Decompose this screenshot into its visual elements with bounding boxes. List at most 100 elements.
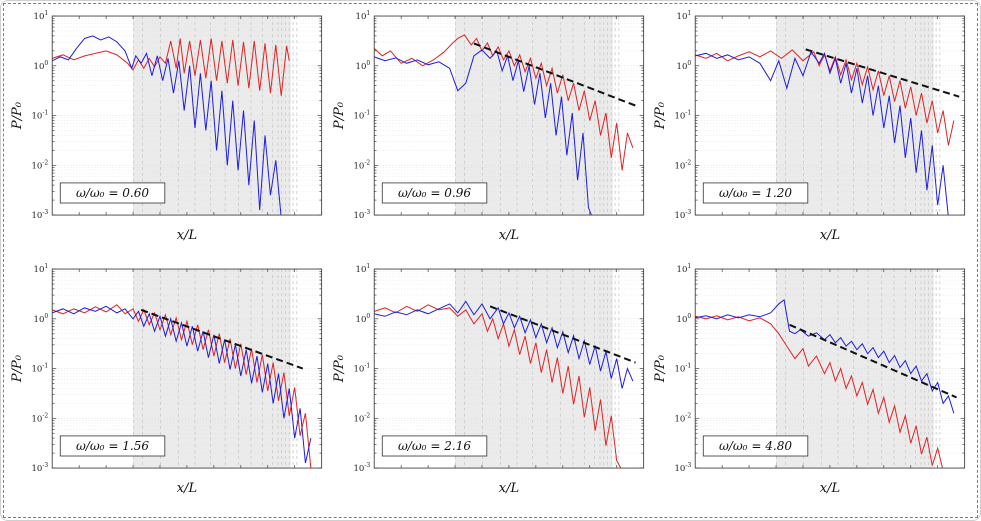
svg-text:101: 101: [355, 10, 370, 22]
blue-curve: [695, 50, 950, 216]
omega-label-box: ω/ω₀ = 0.60: [59, 182, 166, 204]
subplot-2: 101 100 10-1 10-2 10-3 x/L P/P₀ ω/ω₀ = 0.96: [332, 10, 644, 243]
svg-text:10-2: 10-2: [675, 413, 692, 425]
axis-ticks: [373, 15, 644, 216]
omega-label-box: ω/ω₀ = 1.56: [59, 435, 166, 457]
svg-text:100: 100: [34, 60, 49, 72]
y-axis-label: P/P₀: [653, 101, 668, 130]
svg-text:10-1: 10-1: [353, 363, 370, 375]
trend-dashed-line: [473, 42, 636, 107]
x-axis-label: x/L: [820, 482, 840, 497]
svg-text:10-3: 10-3: [31, 209, 48, 221]
red-curve: [52, 304, 312, 469]
subplot-cell-3: 101 100 10-1 10-2 10-3 x/L P/P₀ ω/ω₀ = 1.20: [651, 8, 973, 261]
svg-text:10-1: 10-1: [675, 363, 692, 375]
blue-curve: [695, 299, 955, 414]
blue-curve: [373, 300, 633, 389]
red-curve: [695, 315, 944, 469]
subplot-cell-4: 101 100 10-1 10-2 10-3 x/L P/P₀ ω/ω₀ = 1.56: [8, 261, 330, 514]
trend-dashed-line: [489, 305, 636, 364]
svg-text:100: 100: [34, 313, 49, 325]
svg-text:10-1: 10-1: [31, 110, 48, 122]
y-tick-labels: 101 100 10-1 10-2 10-3: [353, 263, 370, 474]
y-axis-label: P/P₀: [10, 355, 25, 384]
svg-text:10-3: 10-3: [675, 462, 692, 474]
subplot-cell-2: 101 100 10-1 10-2 10-3 x/L P/P₀ ω/ω₀ = 0.96: [330, 8, 652, 261]
subplot-4: 101 100 10-1 10-2 10-3 x/L P/P₀ ω/ω₀ = 1.56: [10, 263, 323, 497]
trend-dashed-line: [140, 309, 304, 370]
subplot-3: 101 100 10-1 10-2 10-3 x/L P/P₀ ω/ω₀ = 1.20: [653, 10, 966, 243]
axis-ticks: [695, 15, 965, 216]
axis-ticks: [695, 269, 965, 469]
y-tick-labels: 101 100 10-1 10-2 10-3: [31, 263, 48, 474]
svg-text:10-3: 10-3: [31, 462, 48, 474]
svg-text:10-2: 10-2: [31, 413, 48, 425]
x-axis-label: x/L: [820, 228, 840, 243]
axis-ticks: [52, 269, 322, 469]
svg-text:101: 101: [34, 10, 49, 22]
svg-text:10-2: 10-2: [353, 413, 370, 425]
red-curve: [373, 34, 634, 171]
blue-curve: [52, 35, 282, 216]
trend-dashed-line: [805, 48, 960, 98]
svg-text:10-2: 10-2: [31, 159, 48, 171]
svg-text:101: 101: [355, 263, 370, 275]
svg-text:101: 101: [677, 10, 692, 22]
omega-label-text: ω/ω₀ = 1.20: [719, 186, 792, 200]
svg-text:100: 100: [355, 313, 370, 325]
omega-label-text: ω/ω₀ = 0.60: [76, 186, 149, 200]
omega-label-text: ω/ω₀ = 1.56: [76, 439, 149, 453]
svg-text:10-1: 10-1: [353, 110, 370, 122]
svg-text:100: 100: [677, 313, 692, 325]
red-curve: [373, 304, 621, 469]
subplot-cell-1: 101 100 10-1 10-2 10-3 x/L P/P₀ ω/ω₀ = 0.60: [8, 8, 330, 261]
shaded-band: [776, 16, 934, 216]
shaded-band: [454, 269, 613, 469]
omega-label-box: ω/ω₀ = 4.80: [703, 435, 809, 457]
x-axis-label: x/L: [177, 228, 197, 243]
subplot-6: 101 100 10-1 10-2 10-3 x/L P/P₀ ω/ω₀ = 4.80: [653, 263, 966, 497]
svg-text:10-3: 10-3: [353, 462, 370, 474]
svg-text:10-1: 10-1: [31, 363, 48, 375]
subplot-cell-5: 101 100 10-1 10-2 10-3 x/L P/P₀ ω/ω₀ = 2.16: [330, 261, 652, 514]
trend-dashed-line: [789, 324, 958, 399]
blue-curve: [52, 306, 312, 464]
subplot-cell-6: 101 100 10-1 10-2 10-3 x/L P/P₀ ω/ω₀ = 4.80: [651, 261, 973, 514]
omega-label-text: ω/ω₀ = 4.80: [719, 439, 792, 453]
blue-curve: [373, 49, 592, 216]
x-axis-label: x/L: [498, 482, 518, 497]
red-curve: [52, 38, 290, 96]
y-axis-label: P/P₀: [10, 101, 25, 130]
y-axis-label: P/P₀: [332, 355, 347, 384]
svg-text:10-2: 10-2: [353, 159, 370, 171]
svg-text:100: 100: [677, 60, 692, 72]
subplot-1: 101 100 10-1 10-2 10-3 x/L P/P₀ ω/ω₀ = 0.60: [10, 10, 323, 243]
axis-ticks: [52, 15, 322, 216]
y-tick-labels: 101 100 10-1 10-2 10-3: [353, 10, 370, 221]
omega-label-box: ω/ω₀ = 1.20: [703, 182, 809, 204]
svg-text:101: 101: [34, 263, 49, 275]
svg-text:10-1: 10-1: [675, 110, 692, 122]
x-axis-label: x/L: [498, 228, 518, 243]
subplot-5: 101 100 10-1 10-2 10-3 x/L P/P₀ ω/ω₀ = 2.16: [332, 263, 644, 497]
svg-text:101: 101: [677, 263, 692, 275]
axis-ticks: [373, 269, 644, 469]
omega-label-box: ω/ω₀ = 0.96: [381, 182, 487, 204]
omega-label-box: ω/ω₀ = 2.16: [381, 435, 487, 457]
x-axis-label: x/L: [177, 482, 197, 497]
subplot-grid: 101 100 10-1 10-2 10-3 x/L P/P₀ ω/ω₀ = 0.60 101 1…: [3, 3, 978, 518]
svg-text:10-3: 10-3: [675, 209, 692, 221]
shaded-band: [776, 269, 934, 469]
y-axis-label: P/P₀: [332, 101, 347, 130]
y-tick-labels: 101 100 10-1 10-2 10-3: [675, 10, 692, 221]
omega-label-text: ω/ω₀ = 0.96: [398, 186, 471, 200]
y-axis-label: P/P₀: [653, 355, 668, 384]
svg-text:100: 100: [355, 60, 370, 72]
omega-label-text: ω/ω₀ = 2.16: [398, 439, 471, 453]
svg-text:10-3: 10-3: [353, 209, 370, 221]
band-dashed-lines: [454, 16, 619, 216]
y-tick-labels: 101 100 10-1 10-2 10-3: [31, 10, 48, 221]
red-curve: [695, 49, 955, 146]
y-tick-labels: 101 100 10-1 10-2 10-3: [675, 263, 692, 474]
